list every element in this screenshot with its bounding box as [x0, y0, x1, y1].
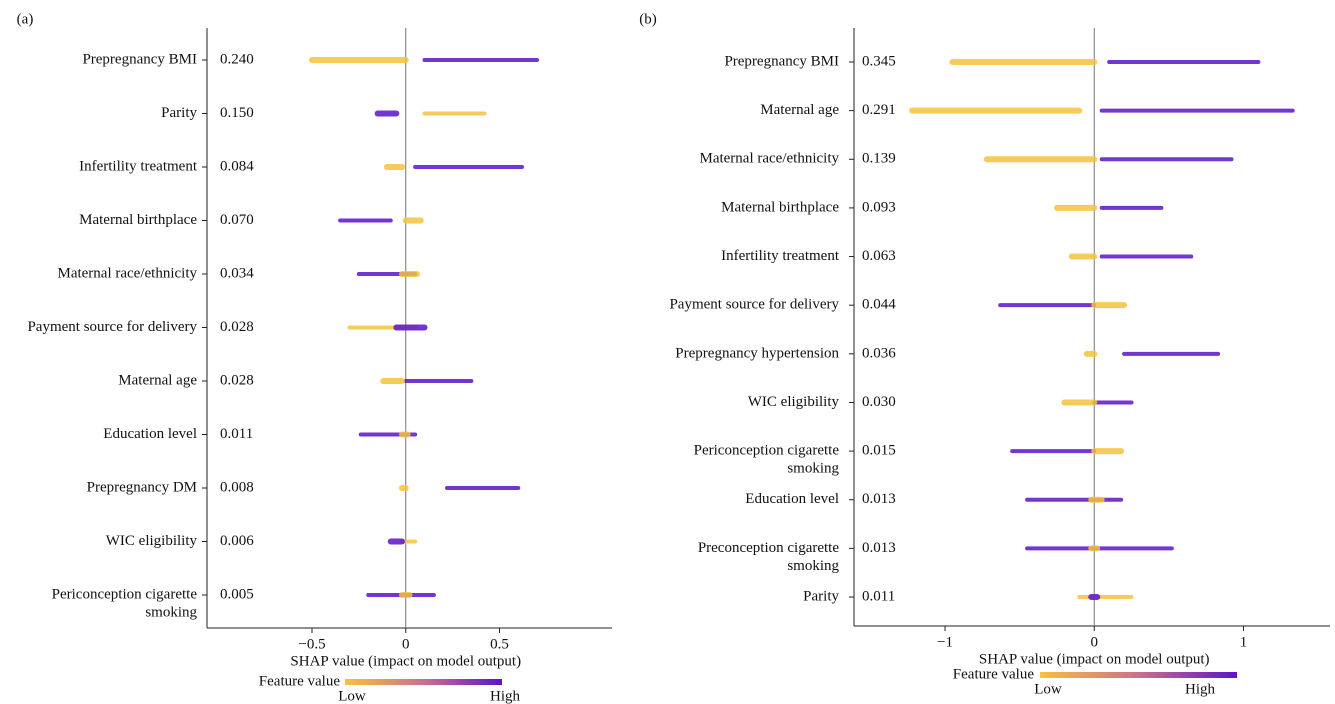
category-label: Prepregnancy hypertension: [675, 345, 839, 361]
importance-label: 0.044: [862, 297, 896, 313]
category-label: smoking: [145, 604, 197, 620]
category-label: Payment source for delivery: [27, 319, 197, 335]
importance-label: 0.008: [220, 479, 254, 495]
colorbar: [1040, 672, 1237, 678]
x-tick-label: 0: [1090, 634, 1098, 650]
category-label: Prepregnancy BMI: [82, 51, 197, 67]
colorbar-low: Low: [338, 688, 366, 704]
colorbar-title: Feature value: [259, 673, 341, 689]
importance-label: 0.240: [220, 51, 254, 67]
category-label: WIC eligibility: [748, 394, 840, 410]
importance-label: 0.345: [862, 53, 896, 69]
x-axis-label: SHAP value (impact on model output): [979, 651, 1210, 667]
category-label: Maternal race/ethnicity: [699, 151, 839, 167]
importance-label: 0.063: [862, 248, 896, 264]
colorbar: [345, 679, 502, 685]
colorbar-title: Feature value: [953, 666, 1035, 682]
category-label: Maternal age: [118, 372, 197, 388]
x-tick-label: −1: [937, 634, 953, 650]
category-label: Preconception cigarette: [698, 540, 840, 556]
category-label: Education level: [103, 426, 197, 442]
importance-label: 0.030: [862, 394, 896, 410]
panel-label: (a): [17, 11, 34, 27]
category-label: Infertility treatment: [79, 158, 198, 174]
colorbar-low: Low: [1034, 681, 1062, 697]
x-tick-label: 1: [1240, 634, 1248, 650]
colorbar-high: High: [1185, 681, 1216, 697]
category-label: Periconception cigarette: [52, 586, 198, 602]
category-label: Infertility treatment: [721, 248, 840, 264]
x-axis-label: SHAP value (impact on model output): [290, 653, 521, 669]
importance-label: 0.139: [862, 151, 896, 167]
importance-label: 0.028: [220, 372, 254, 388]
category-label: smoking: [787, 461, 839, 477]
category-label: Education level: [745, 491, 839, 507]
importance-label: 0.291: [862, 102, 896, 118]
category-label: Payment source for delivery: [669, 297, 839, 313]
importance-label: 0.005: [220, 586, 254, 602]
category-label: Maternal birthplace: [721, 199, 839, 215]
category-label: Maternal age: [760, 102, 839, 118]
importance-label: 0.084: [220, 158, 254, 174]
category-label: Parity: [803, 588, 839, 604]
category-label: Prepregnancy BMI: [724, 53, 839, 69]
importance-label: 0.013: [862, 491, 896, 507]
category-label: smoking: [787, 558, 839, 574]
importance-label: 0.028: [220, 319, 254, 335]
x-tick-label: 0: [402, 636, 410, 652]
importance-label: 0.036: [862, 345, 896, 361]
importance-label: 0.034: [220, 265, 254, 281]
importance-label: 0.011: [862, 588, 895, 604]
panel-label: (b): [639, 11, 657, 27]
importance-label: 0.013: [862, 540, 896, 556]
colorbar-high: High: [490, 688, 521, 704]
category-label: Maternal birthplace: [79, 212, 197, 228]
category-label: Parity: [161, 105, 197, 121]
category-label: Prepregnancy DM: [87, 479, 197, 495]
importance-label: 0.015: [862, 443, 896, 459]
category-label: WIC eligibility: [106, 533, 198, 549]
importance-label: 0.093: [862, 199, 896, 215]
importance-label: 0.006: [220, 533, 254, 549]
importance-label: 0.150: [220, 105, 254, 121]
importance-label: 0.011: [220, 426, 253, 442]
category-label: Maternal race/ethnicity: [57, 265, 197, 281]
category-label: Periconception cigarette: [694, 443, 840, 459]
x-tick-label: 0.5: [490, 636, 509, 652]
x-tick-label: −0.5: [298, 636, 325, 652]
importance-label: 0.070: [220, 212, 254, 228]
